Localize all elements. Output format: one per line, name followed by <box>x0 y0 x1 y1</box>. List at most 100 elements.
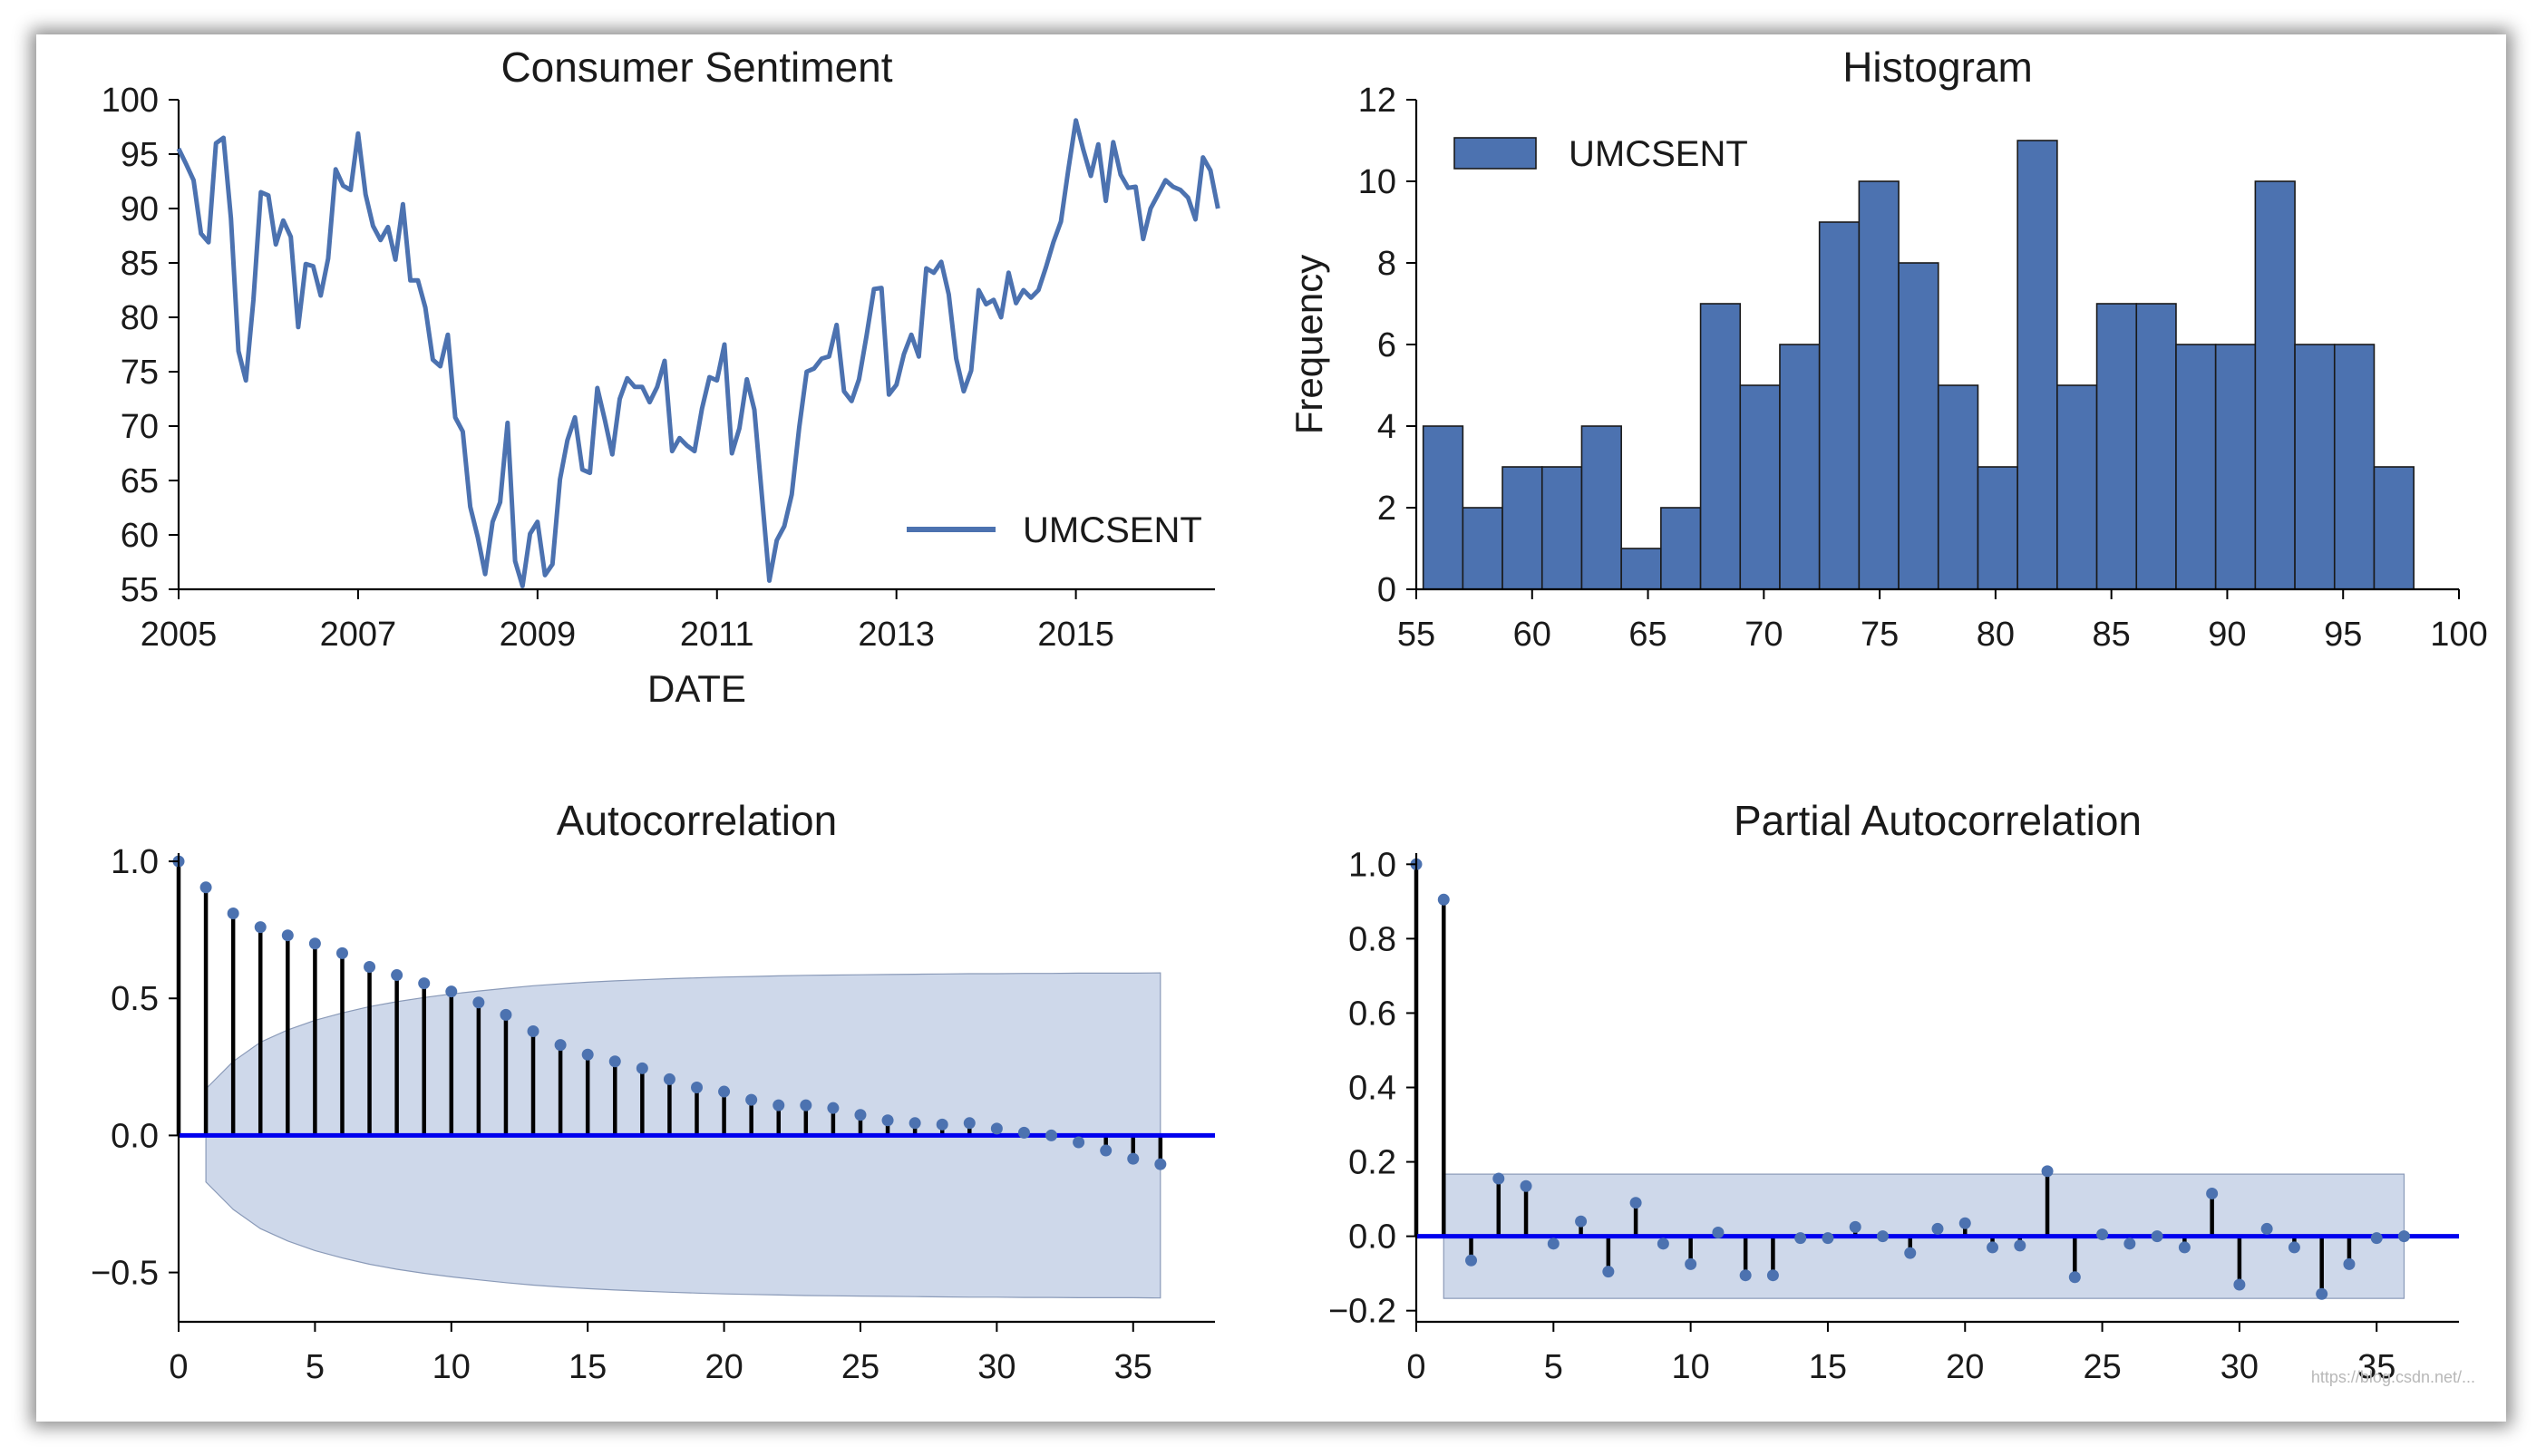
y-tick-label: 2 <box>1377 490 1396 528</box>
y-tick-label: 0.8 <box>1348 920 1396 958</box>
y-tick-label: −0.2 <box>1328 1293 1396 1331</box>
y-tick-label: 0.4 <box>1348 1070 1396 1108</box>
stem-marker <box>500 1008 512 1021</box>
x-tick-label: 75 <box>1861 616 1899 654</box>
stem-marker <box>1045 1129 1058 1141</box>
histogram-bar <box>2135 303 2177 590</box>
histogram-bar <box>1580 425 1622 590</box>
y-tick-label: 10 <box>1358 163 1396 201</box>
x-tick-label: 95 <box>2324 616 2362 654</box>
x-tick-label: 60 <box>1513 616 1551 654</box>
y-tick-label: 65 <box>121 462 159 500</box>
histogram-bar <box>2214 344 2257 590</box>
stem-marker <box>1904 1247 1917 1259</box>
legend-swatch <box>1453 137 1537 170</box>
stem-marker <box>2288 1241 2300 1254</box>
stem-marker <box>581 1048 594 1061</box>
y-tick-label: 60 <box>121 517 159 555</box>
y-tick-label: 70 <box>121 408 159 446</box>
stem-marker <box>2123 1238 2136 1250</box>
stem-marker <box>1849 1220 1861 1233</box>
legend-label: UMCSENT <box>1569 134 1748 174</box>
x-tick-label: 30 <box>2220 1348 2259 1386</box>
x-tick-label: 80 <box>1977 616 2015 654</box>
stem-marker <box>1575 1215 1588 1228</box>
stem-marker <box>1100 1144 1113 1157</box>
figure-canvas: 2005 2007 2009 2011 2013 20155560657075808590… <box>91 44 2488 1386</box>
y-tick-label: 0.2 <box>1348 1144 1396 1182</box>
x-tick-label: 55 <box>1397 616 1435 654</box>
stem-marker <box>1739 1269 1752 1282</box>
y-tick-label: 8 <box>1377 245 1396 283</box>
stem-marker <box>2096 1228 2109 1241</box>
stem-marker <box>2178 1241 2191 1254</box>
y-tick-label: 6 <box>1377 326 1396 364</box>
partial-autocorrelation-chart: 0 5 10 15 20 25 30 35 −0.2 0.0 0.2 0.4 0.6 0.8 1.0 Part… <box>1328 797 2459 1386</box>
histogram-bar <box>1620 548 1662 590</box>
stem-marker <box>199 881 212 894</box>
series-line-umcsent <box>176 118 1220 588</box>
stem-marker <box>663 1073 675 1085</box>
legend-label: UMCSENT <box>1023 510 1202 550</box>
stem-marker <box>2397 1230 2410 1243</box>
y-tick-label: 0.0 <box>111 1117 159 1155</box>
stem-marker <box>963 1117 976 1130</box>
x-tick-label: 10 <box>1671 1348 1709 1386</box>
y-tick-label: 80 <box>121 299 159 337</box>
x-tick-label: 85 <box>2093 616 2131 654</box>
stem-marker <box>2260 1222 2273 1235</box>
stem-marker <box>1629 1197 1642 1209</box>
stem-marker <box>1766 1269 1779 1282</box>
x-tick-label: 30 <box>977 1348 1015 1386</box>
histogram-bar <box>1422 425 1464 590</box>
chart-title: Autocorrelation <box>557 797 837 844</box>
stem-marker <box>936 1118 948 1131</box>
stem-marker <box>2206 1187 2219 1199</box>
stem-marker <box>2041 1165 2054 1178</box>
stem-marker <box>1794 1232 1807 1245</box>
histogram-bar <box>1898 262 1939 590</box>
y-tick-label: 0 <box>1377 571 1396 609</box>
stem-marker <box>718 1085 731 1098</box>
y-tick-label: 1.0 <box>1348 846 1396 884</box>
stem-marker <box>608 1055 621 1068</box>
stem-marker <box>1876 1230 1889 1243</box>
chart-title: Histogram <box>1842 44 2033 91</box>
stem-marker <box>1987 1241 1999 1254</box>
x-tick-label: 35 <box>2357 1348 2395 1386</box>
stem-marker <box>1547 1238 1560 1250</box>
stem-marker <box>227 908 239 920</box>
stem-marker <box>800 1099 812 1111</box>
x-tick-label: 20 <box>1946 1348 1984 1386</box>
x-tick-label: 100 <box>2430 616 2487 654</box>
x-tick-label: 2007 <box>320 616 397 654</box>
y-tick-label: 90 <box>121 190 159 228</box>
stem-marker <box>909 1117 921 1130</box>
histogram-bar <box>2175 344 2217 590</box>
histogram-bar <box>1858 180 1900 590</box>
histogram-chart: 55 60 65 70 75 80 85 90 95 100 0 2 4 6 8 10 12 Histogram F… <box>1288 44 2488 654</box>
y-tick-label: 85 <box>121 245 159 283</box>
histogram-bar <box>2294 344 2336 590</box>
chart-title: Partial Autocorrelation <box>1734 797 2142 844</box>
x-tick-label: 2011 <box>680 616 754 654</box>
stem-marker <box>391 969 403 982</box>
chart-title: Consumer Sentiment <box>500 44 892 91</box>
stem-marker <box>527 1025 539 1038</box>
stem-marker <box>335 946 348 959</box>
stem-marker <box>1437 893 1450 906</box>
stem-marker <box>445 985 458 998</box>
stem-marker <box>1017 1126 1030 1139</box>
x-tick-label: 5 <box>306 1348 325 1386</box>
x-tick-label: 25 <box>2083 1348 2121 1386</box>
histogram-bar <box>1937 384 1979 590</box>
histogram-bar <box>2095 303 2138 590</box>
y-tick-label: 100 <box>102 82 159 120</box>
histogram-bar <box>2254 180 2296 590</box>
x-tick-label: 0 <box>169 1348 188 1386</box>
figure-frame: 2005 2007 2009 2011 2013 2015 55 60 65 70 75 80 85 90… <box>36 34 2506 1422</box>
stem-marker <box>1685 1257 1697 1270</box>
y-tick-label: 12 <box>1358 82 1396 120</box>
stem-marker <box>1931 1222 1944 1235</box>
histogram-bar <box>1660 507 1702 590</box>
